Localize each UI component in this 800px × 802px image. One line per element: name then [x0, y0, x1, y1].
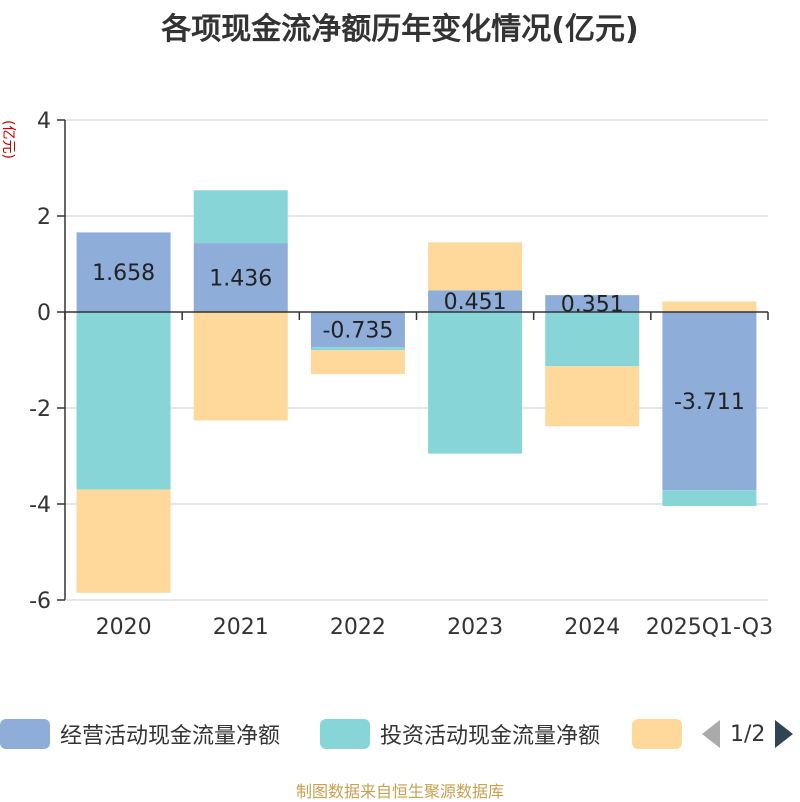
- x-tick-label: 2020: [96, 615, 152, 640]
- legend-next-page-icon[interactable]: [775, 720, 794, 748]
- data-label: -3.711: [674, 390, 745, 415]
- legend-swatch-investing: [320, 719, 370, 749]
- y-tick-label: -6: [29, 589, 51, 614]
- legend-swatch-operating: [0, 719, 50, 749]
- data-label: 1.658: [92, 261, 155, 286]
- legend-item-financing[interactable]: [632, 714, 692, 754]
- y-tick-label: 0: [37, 301, 51, 326]
- legend: 经营活动现金流量净额 投资活动现金流量净额 1/2: [0, 714, 800, 754]
- bar-financing: [545, 366, 640, 427]
- legend-item-operating[interactable]: 经营活动现金流量净额: [0, 714, 280, 754]
- y-tick-label: -2: [29, 397, 51, 422]
- bar-operating: [193, 243, 288, 312]
- y-axis-label: (亿元): [0, 120, 16, 159]
- bar-operating: [76, 232, 171, 312]
- y-tick-label: 2: [37, 205, 51, 230]
- data-label: 1.436: [209, 267, 272, 292]
- bar-financing: [193, 312, 288, 421]
- x-tick-label: 2022: [330, 615, 386, 640]
- data-label: 0.351: [561, 293, 624, 318]
- x-tick-label: 2021: [213, 615, 269, 640]
- bar-operating: [545, 295, 640, 312]
- bar-investing: [662, 490, 757, 506]
- legend-label-operating: 经营活动现金流量净额: [60, 724, 281, 749]
- bar-financing: [76, 489, 171, 593]
- bar-investing: [545, 312, 640, 367]
- data-label: -0.735: [322, 319, 393, 344]
- legend-page-indicator: 1/2: [730, 721, 766, 747]
- x-tick-label: 2024: [564, 615, 620, 640]
- data-source-note: 制图数据来自恒生聚源数据库: [295, 782, 504, 801]
- bar-financing: [428, 242, 523, 291]
- x-tick-label: 2025Q1-Q3: [646, 615, 773, 640]
- bar-financing: [662, 301, 757, 312]
- y-tick-label: 4: [37, 109, 51, 134]
- bar-investing: [310, 347, 405, 351]
- bar-operating: [310, 312, 405, 348]
- y-tick-label: -4: [29, 493, 51, 518]
- legend-label-investing: 投资活动现金流量净额: [380, 724, 601, 749]
- chart-title: 各项现金流净额历年变化情况(亿元): [161, 12, 639, 47]
- bar-investing: [193, 190, 288, 244]
- legend-prev-page-icon[interactable]: [702, 720, 720, 748]
- bar-operating: [428, 290, 523, 312]
- legend-pager: 1/2: [702, 714, 794, 754]
- bar-financing: [310, 350, 405, 375]
- bar-operating: [662, 312, 757, 491]
- bar-investing: [76, 312, 171, 490]
- stacked-bar-chart: 4 2 0 -2 -4 -6 (亿元) 2020 2021 2022 2023 2024 2025Q1-…: [0, 109, 773, 640]
- legend-item-investing[interactable]: 投资活动现金流量净额: [320, 714, 600, 754]
- x-tick-label: 2023: [447, 615, 503, 640]
- data-label: 0.451: [444, 290, 507, 315]
- bar-investing: [428, 312, 523, 454]
- legend-swatch-financing: [632, 719, 682, 749]
